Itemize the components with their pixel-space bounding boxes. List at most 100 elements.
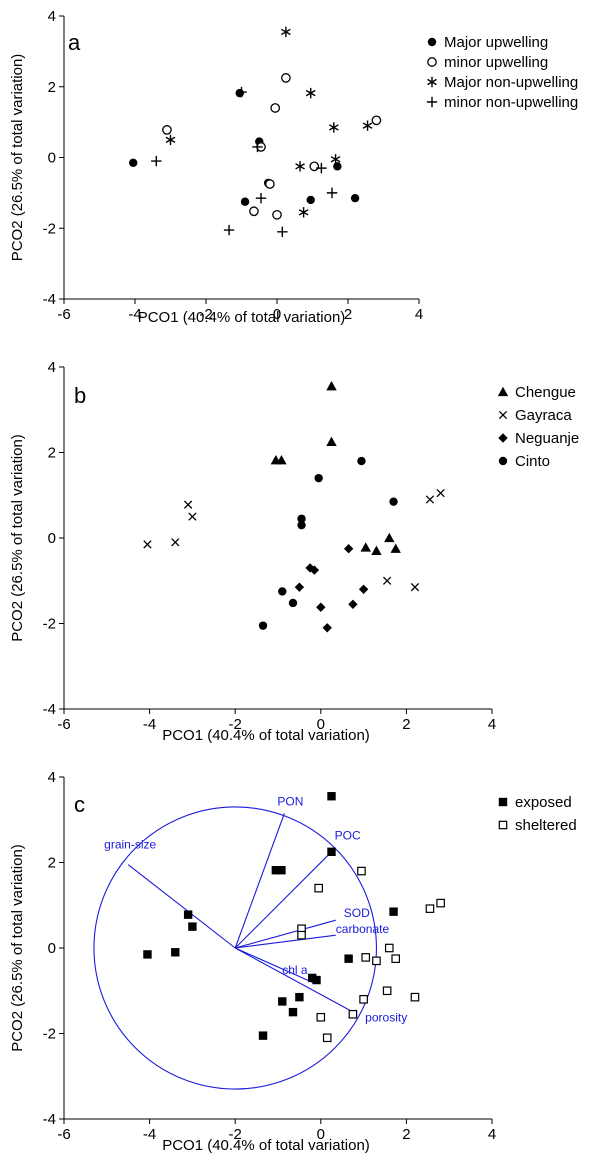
- y-tick-label: -4: [43, 701, 56, 718]
- y-tick-label: -4: [43, 1111, 56, 1128]
- data-point: [326, 187, 338, 199]
- legend-label: Chengue: [515, 384, 576, 401]
- data-point: [295, 161, 305, 172]
- data-point: [326, 436, 337, 446]
- x-tick-label: -6: [57, 716, 70, 733]
- y-tick-label: 0: [48, 150, 56, 167]
- correlation-circle: [93, 806, 377, 1090]
- legend-marker: [427, 76, 437, 88]
- data-point: [360, 542, 371, 552]
- data-point: [382, 576, 392, 585]
- vector-line: [235, 919, 336, 949]
- series-chengue: [270, 381, 401, 555]
- data-point: [436, 488, 445, 498]
- x-tick-label: -2: [229, 716, 242, 733]
- data-point: [270, 103, 281, 113]
- data-point: [357, 456, 366, 466]
- legend-marker: [427, 57, 437, 67]
- data-point: [314, 883, 323, 893]
- x-tick-label: -2: [199, 306, 212, 323]
- x-tick-label: 4: [488, 1126, 496, 1143]
- data-point: [240, 197, 250, 206]
- data-point: [309, 161, 320, 172]
- data-point: [425, 495, 435, 504]
- data-point: [357, 866, 366, 876]
- data-point: [327, 847, 336, 857]
- legend-label: Cinto: [515, 453, 550, 470]
- data-point: [295, 992, 304, 1002]
- x-tick-label: 2: [402, 716, 410, 733]
- y-tick-label: -4: [43, 291, 56, 308]
- vector-label: porosity: [365, 1010, 407, 1024]
- data-point: [371, 115, 382, 126]
- data-point: [143, 540, 152, 549]
- y-tick-label: -2: [43, 1026, 56, 1043]
- data-point: [288, 598, 298, 608]
- data-point: [328, 122, 339, 133]
- data-point: [309, 565, 320, 575]
- data-point: [297, 514, 306, 523]
- series-cinto: [258, 456, 398, 630]
- data-point: [276, 454, 287, 465]
- data-point: [249, 206, 259, 217]
- x-tick-label: 0: [273, 306, 281, 323]
- data-point: [265, 179, 275, 189]
- data-point: [361, 953, 371, 962]
- panel-letter: c: [74, 792, 85, 817]
- data-point: [294, 582, 305, 592]
- x-axis-label: PCO1 (40.4% of total variation): [162, 1137, 370, 1154]
- data-point: [316, 602, 326, 612]
- data-point: [358, 584, 369, 594]
- x-tick-label: -6: [57, 306, 70, 323]
- series-minor-upwelling: [162, 73, 382, 220]
- y-tick-label: 2: [48, 445, 56, 462]
- y-tick-label: 0: [48, 530, 56, 547]
- vector-label: SOD: [344, 906, 370, 920]
- data-point: [316, 162, 327, 174]
- y-tick-label: 0: [48, 940, 56, 957]
- data-point: [327, 792, 336, 801]
- data-point: [281, 26, 291, 38]
- series-neguanje: [294, 543, 369, 633]
- x-tick-label: -4: [128, 306, 141, 323]
- data-point: [288, 1007, 298, 1017]
- vector-label: POC: [335, 829, 361, 843]
- y-tick-label: 4: [48, 769, 56, 786]
- x-tick-label: -2: [229, 1126, 242, 1143]
- y-tick-label: 4: [48, 8, 56, 25]
- legend-label: minor non-upwelling: [444, 94, 578, 111]
- data-point: [436, 898, 445, 908]
- data-point: [171, 948, 180, 957]
- data-point: [333, 162, 342, 171]
- data-point: [389, 497, 398, 506]
- data-point: [322, 623, 332, 633]
- data-point: [162, 125, 172, 135]
- data-point: [165, 134, 176, 146]
- y-axis-label: PCO2 (26.5% of total variation): [9, 434, 26, 642]
- data-point: [277, 865, 286, 875]
- data-point: [316, 1012, 326, 1022]
- x-tick-label: -6: [57, 1126, 70, 1143]
- legend-marker: [427, 37, 437, 47]
- vector-line: [234, 813, 285, 949]
- data-point: [343, 543, 354, 554]
- vector-line: [127, 864, 236, 949]
- data-point: [188, 922, 197, 931]
- data-point: [348, 599, 358, 609]
- data-point: [277, 226, 288, 237]
- x-tick-label: -4: [143, 1126, 156, 1143]
- data-point: [278, 587, 287, 596]
- data-point: [371, 545, 382, 555]
- data-point: [183, 910, 193, 919]
- panel-letter: b: [74, 383, 86, 408]
- x-axis-label: PCO1 (40.4% of total variation): [162, 727, 370, 744]
- legend: Major upwelling minor upwelling Major non-…: [426, 34, 578, 111]
- y-tick-label: 2: [48, 855, 56, 872]
- data-point: [372, 956, 381, 966]
- data-point: [390, 543, 401, 553]
- data-point: [258, 621, 268, 630]
- data-point: [410, 583, 420, 592]
